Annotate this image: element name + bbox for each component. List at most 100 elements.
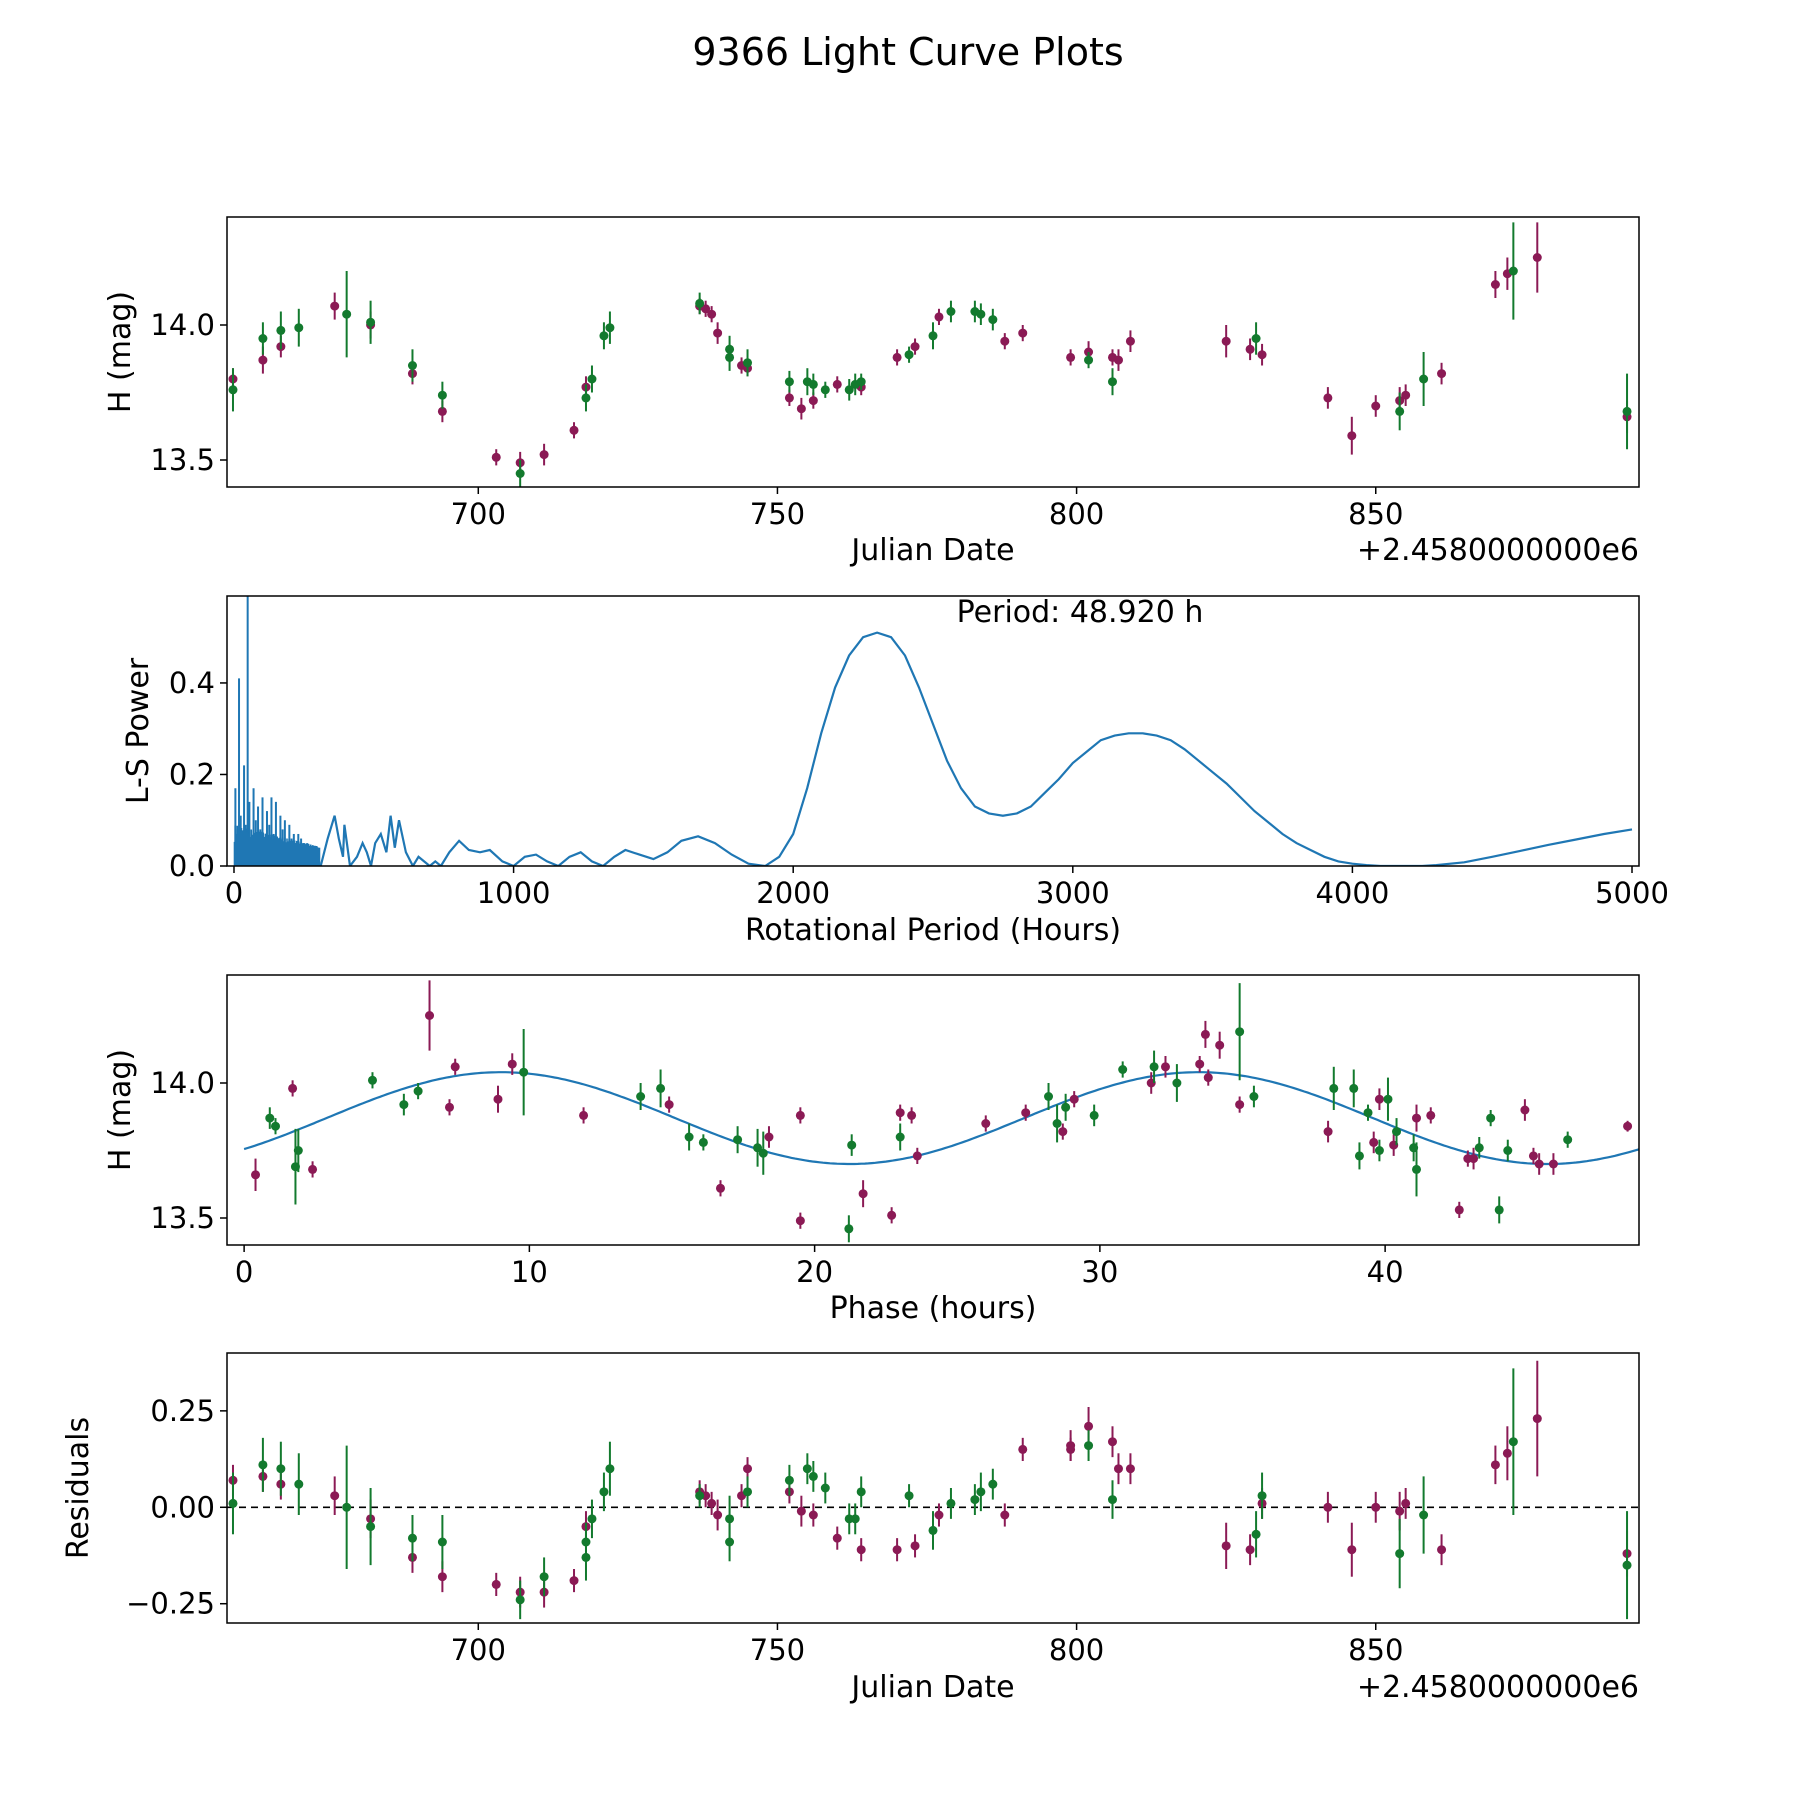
filter-b-point [258,1460,268,1470]
y-tick-label: 0.2 [169,757,215,791]
filter-b-point [850,1514,860,1524]
filter-a-point [1437,369,1447,379]
x-tick-label: 700 [451,497,506,531]
filter-a-point [934,312,944,322]
filter-a-point [1401,390,1411,400]
filter-b-point [743,1487,753,1497]
light-curve-ticks: 700 750 800 850 13.5 14.0 [150,308,1403,531]
x-tick-label: 10 [511,1255,548,1289]
filter-b-point [294,1479,304,1489]
filter-a-point [1000,336,1010,346]
periodogram-frame [226,595,1640,867]
filter-a-point [795,1216,805,1226]
filter-b-point [342,1502,352,1512]
phased-light-curve-ticks: 0 10 20 30 40 13.5 14.0 [150,1066,1403,1289]
phased-light-curve-frame [226,974,1640,1246]
filter-b-point [802,1464,812,1474]
filter-a-point [1113,355,1123,365]
phased-light-curve-panel: 0 10 20 30 40 13.5 14.0 Phase (hours) H (mag) [103,974,1640,1326]
filter-a-point [808,1510,818,1520]
filter-b-point [1149,1062,1159,1072]
filter-a-point [444,1102,454,1112]
x-tick-label: 5000 [1595,876,1669,910]
x-tick-label: 800 [1049,497,1104,531]
filter-a-point [892,1545,902,1555]
filter-b-point [1363,1108,1373,1118]
filter-a-point [1374,1094,1384,1104]
filter-b-point [753,1143,763,1153]
filter-b-point [519,1067,529,1077]
filter-a-point [1623,1121,1633,1131]
filter-b-point [587,1514,597,1524]
filter-a-point [437,1572,447,1582]
filter-a-point [1548,1159,1558,1169]
filter-a-point [1018,1444,1028,1454]
filter-a-point [437,406,447,416]
filter-b-point [1563,1135,1573,1145]
filter-b-point [515,469,525,478]
filter-a-point [1490,1460,1500,1470]
y-tick-label: 14.0 [150,1066,215,1100]
filter-b-point [407,361,417,370]
filter-b-point [1249,1092,1259,1101]
filter-b-point [895,1132,905,1142]
filter-a-point [796,404,806,414]
filter-b-point [1474,1143,1484,1153]
filter-b-point [1251,334,1261,343]
filter-b-point [1374,1146,1384,1155]
filter-a-point [934,1510,944,1520]
filter-a-point [1347,431,1357,441]
filter-b-point [1107,1495,1117,1505]
filter-b-point [784,1475,794,1485]
residuals-xlabel: Julian Date [849,1670,1014,1705]
light-curve-marks [228,222,1632,487]
filter-a-point [1323,1502,1333,1512]
filter-b-point [808,379,818,389]
filter-a-point [330,1491,340,1501]
filter-a-point [1369,1137,1379,1147]
filter-b-point [725,352,735,362]
filter-b-point [1486,1113,1496,1123]
filter-a-point [1257,350,1267,360]
filter-b-point [413,1086,423,1096]
filter-a-point [1371,1502,1381,1512]
filter-b-point [599,331,609,341]
filter-a-point [910,1541,920,1551]
filter-b-point [976,309,986,319]
filter-a-point [1018,328,1028,338]
filter-a-point [1066,1441,1076,1451]
filter-a-point [308,1164,318,1174]
filter-b-point [367,1075,377,1085]
filter-a-point [1412,1113,1422,1123]
filter-a-point [1245,344,1255,354]
filter-a-point [808,396,818,406]
filter-a-point [1245,1545,1255,1555]
filter-b-point [976,1487,986,1497]
light-curve-ylabel: H (mag) [103,291,138,413]
filter-a-point [1323,393,1333,403]
light-curve-xlabel: Julian Date [849,533,1014,568]
filter-b-point [437,390,447,400]
periodogram-marks [233,596,1633,866]
filter-b-point [1622,1560,1632,1570]
filter-b-point [1084,355,1094,365]
filter-b-point [276,325,286,335]
periodogram-panel: 0 1000 2000 3000 4000 5000 0.0 0.2 0.4 Period: 4… [121,595,1669,948]
filter-b-point [1354,1151,1364,1161]
filter-b-point [599,1487,609,1497]
periodogram-curve [319,631,1633,866]
filter-b-point [1329,1083,1339,1093]
y-tick-label: 0.4 [169,666,215,700]
filter-b-point [904,1491,914,1501]
filter-b-point [928,331,938,341]
filter-b-point [904,350,914,360]
filter-b-point [1052,1119,1062,1128]
filter-b-point [293,1146,303,1155]
filter-b-point [1383,1094,1393,1104]
filter-b-point [581,1537,591,1547]
filter-a-point [1215,1040,1225,1050]
filter-a-point [1125,336,1135,346]
filter-b-point [587,374,597,384]
filter-b-point [656,1083,666,1093]
filter-a-point [1426,1110,1436,1120]
